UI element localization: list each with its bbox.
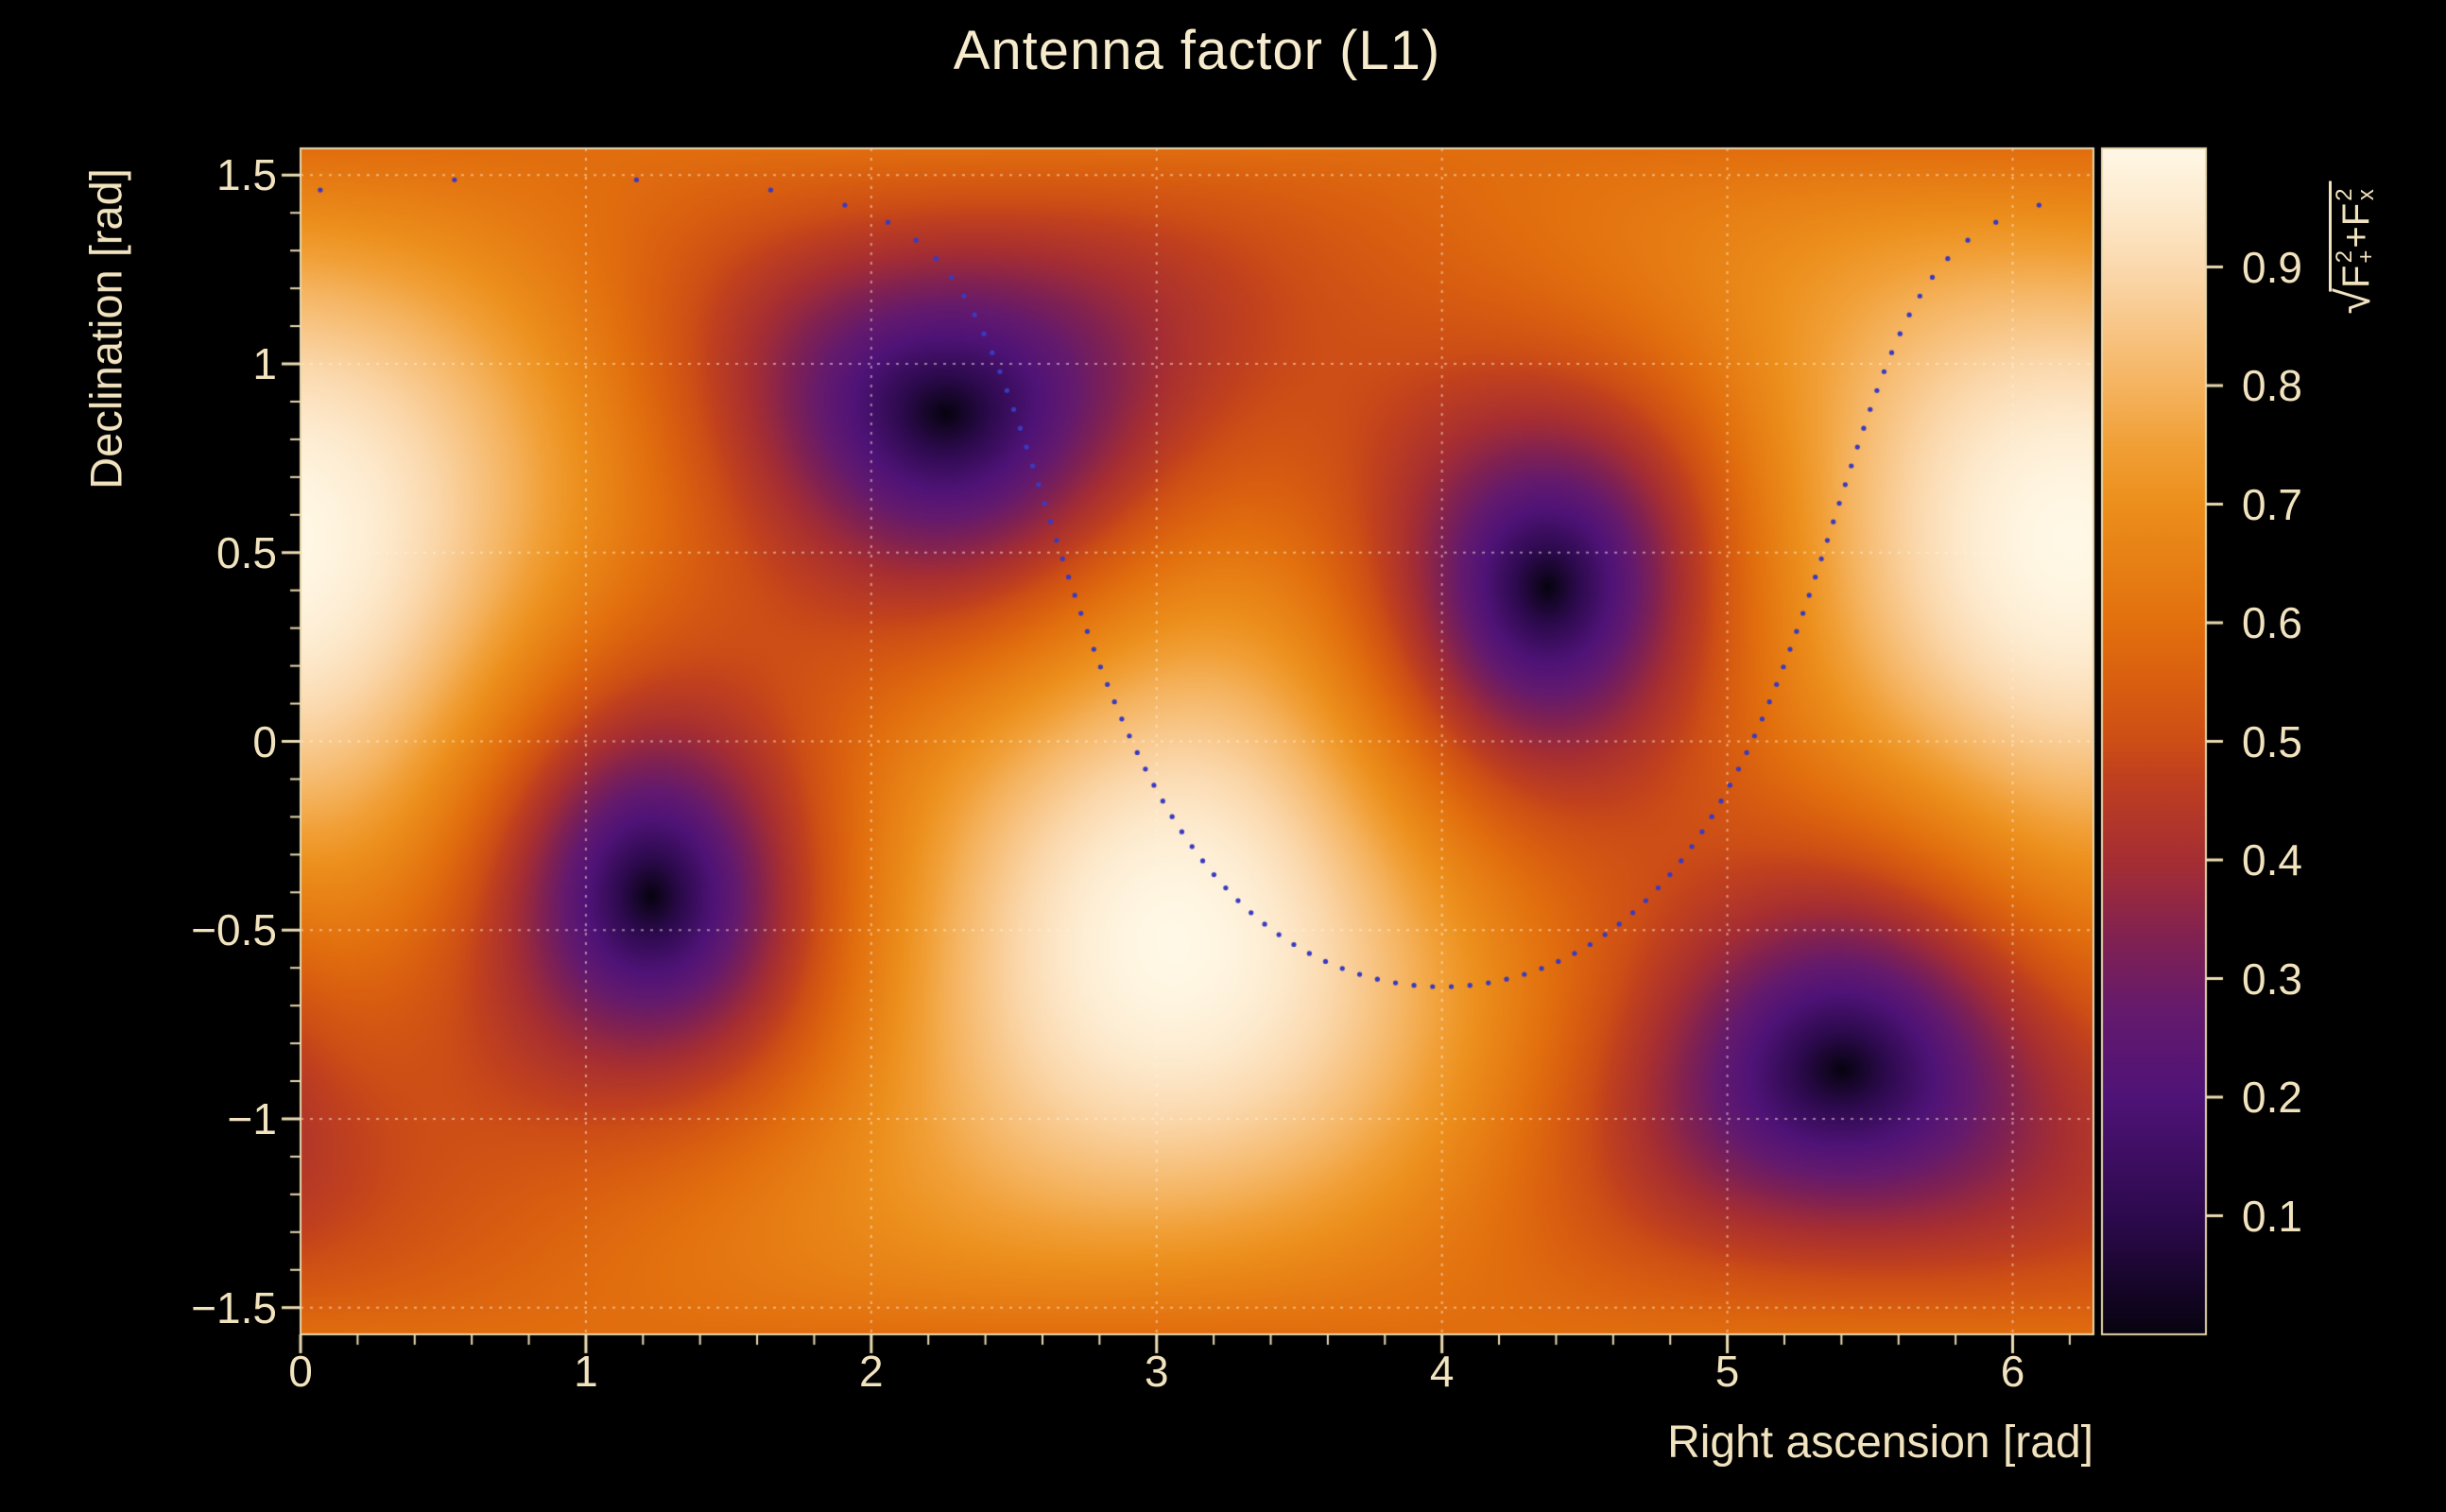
zlabel-plus: + [2334, 226, 2377, 249]
x-tick-label: 6 [2000, 1347, 2025, 1396]
zlabel-f2-sub: x [2353, 189, 2379, 201]
y-tick-label: −1 [227, 1093, 277, 1143]
x-tick-label: 5 [1714, 1347, 1740, 1396]
y-tick-label: 0 [252, 716, 277, 766]
zlabel-f2: F [2334, 202, 2377, 227]
x-tick-label: 1 [574, 1347, 598, 1396]
colorbar-tick-label: 0.2 [2242, 1073, 2302, 1122]
x-axis-label: Right ascension [rad] [1667, 1418, 2093, 1468]
y-tick-label: −0.5 [191, 905, 277, 955]
y-axis-label: Declination [rad] [80, 168, 131, 490]
y-tick-label: 1.5 [216, 150, 277, 200]
colorbar-tick-label: 0.9 [2242, 242, 2302, 292]
colorbar-tick-label: 0.8 [2242, 361, 2302, 410]
colorbar-tick-label: 0.4 [2242, 835, 2302, 885]
y-tick-label: 0.5 [216, 527, 277, 577]
zlabel-f1-sub: + [2353, 249, 2379, 264]
x-tick-label: 2 [859, 1347, 884, 1396]
y-tick-label: 1 [252, 339, 277, 389]
colorbar-tick-label: 0.6 [2242, 598, 2302, 647]
colorbar-tick-label: 0.3 [2242, 954, 2302, 1004]
zlabel-f1: F [2334, 265, 2377, 289]
colorbar-tick-label: 0.1 [2242, 1191, 2302, 1241]
x-tick-label: 4 [1429, 1347, 1455, 1396]
sqrt-radical-sign: √ [2327, 288, 2380, 315]
x-tick-label: 3 [1144, 1347, 1169, 1396]
y-tick-label: −1.5 [191, 1282, 277, 1332]
x-tick-label: 0 [288, 1347, 313, 1396]
plot-title: Antenna factor (L1) [953, 20, 1441, 81]
colorbar-tick-label: 0.5 [2242, 716, 2302, 766]
colorbar-tick-label: 0.7 [2242, 479, 2302, 529]
